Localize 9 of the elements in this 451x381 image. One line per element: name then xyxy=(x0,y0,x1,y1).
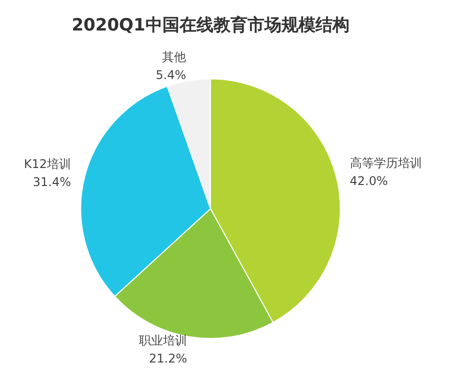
data-label: 42.0% xyxy=(350,174,388,188)
slice-label: K12培训 xyxy=(24,156,71,171)
slice-label: 职业培训 xyxy=(139,334,188,348)
chart-title: 2020Q1中国在线教育市场规模结构 xyxy=(72,14,350,36)
data-label: 5.4% xyxy=(156,68,186,82)
data-label: 31.4% xyxy=(32,174,71,189)
slice-label: 其他 xyxy=(162,50,186,64)
slice-label: 高等学历培训 xyxy=(350,156,422,170)
data-label: 21.2% xyxy=(148,352,188,366)
